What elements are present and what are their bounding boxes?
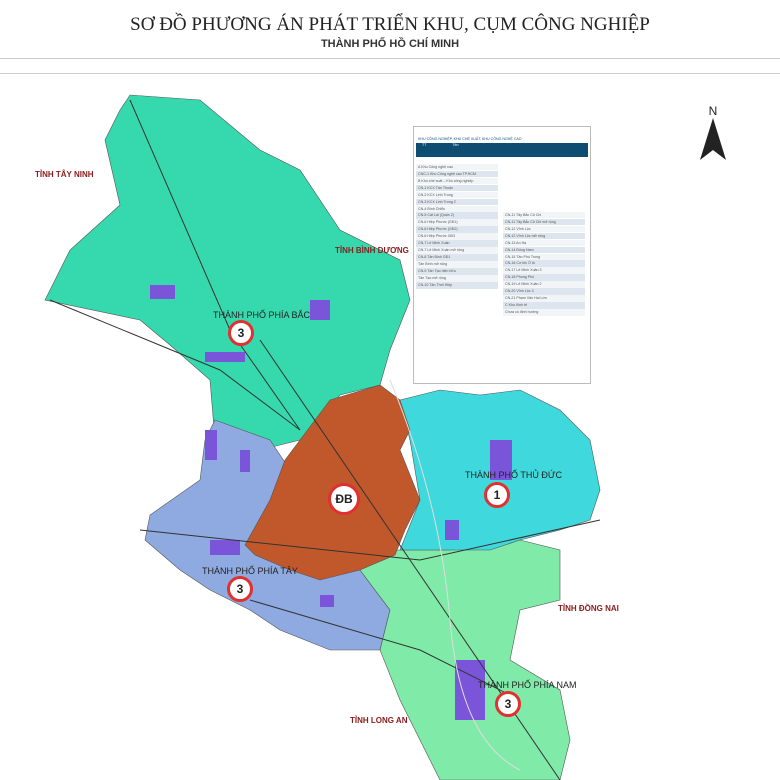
map-title: SƠ ĐỒ PHƯƠNG ÁN PHÁT TRIỂN KHU, CỤM CÔNG… [130, 14, 650, 35]
legend-row: CN-7 Lê Minh Xuân mở rộng [416, 247, 498, 254]
legend-row: Tân Tạo mở rộng [416, 275, 498, 282]
north-arrow-icon [700, 118, 726, 160]
legend-left: A Khu Công nghệ cao CNC-1 Khu Công nghệ c… [416, 163, 498, 289]
legend-header: TT Tên [416, 143, 588, 157]
label-dong-nai: TỈNH ĐỒNG NAI [558, 604, 619, 613]
legend-row: B Khu chế xuất – Khu công nghiệp [416, 177, 498, 184]
badge-south: 3 [495, 691, 521, 717]
legend-row: CN-21 Phạm Văn Hai Lớn [503, 295, 585, 302]
city-south: THÀNH PHỐ PHÍA NAM [478, 680, 577, 690]
legend-row: CN-19 Lê Minh Xuân 2 [503, 281, 585, 288]
legend-row: CN-13 An Hạ [503, 239, 585, 246]
label-binh-duong: TỈNH BÌNH DƯƠNG [335, 246, 409, 255]
legend-row: CN-6 Hiệp Phước GĐ3 [416, 233, 498, 240]
legend-right: CN-11 Tây Bắc Củ Chi CN-11 Tây Bắc Củ Chi… [503, 211, 585, 316]
badge-west: 3 [227, 576, 253, 602]
legend-table: KHU CÔNG NGHIỆP, KHU CHẾ XUẤT, KHU CÔNG … [413, 126, 591, 384]
legend-row: CN-11 Tây Bắc Củ Chi mở rộng [503, 218, 585, 225]
legend-row: CN-4 Bình Chiểu [416, 205, 498, 212]
legend-row: CN-6 Hiệp Phước (GĐ2) [416, 226, 498, 233]
legend-row: CN-14 Đông Nam [503, 246, 585, 253]
legend-row: CN-3 KCX Linh Trung 2 [416, 198, 498, 205]
legend-row: CN-1 KCX Tân Thuận [416, 184, 498, 191]
legend-row: CN-17 Lê Minh Xuân 3 [503, 267, 585, 274]
legend-row: CN-11 Tây Bắc Củ Chi [503, 211, 585, 218]
map-subtitle: THÀNH PHỐ HỒ CHÍ MINH [320, 38, 460, 50]
badge-thu-duc: 1 [484, 482, 510, 508]
rivers [389, 379, 521, 771]
legend-heading: KHU CÔNG NGHIỆP, KHU CHẾ XUẤT, KHU CÔNG … [418, 137, 522, 141]
legend-row: CN-6 Hiệp Phước (GĐ1) [416, 219, 498, 226]
legend-row: Chưa có định hướng [503, 309, 585, 316]
legend-row: A Khu Công nghệ cao [416, 163, 498, 170]
legend-row: CN-16 Cơ khí Ô tô [503, 260, 585, 267]
city-west: THÀNH PHỐ PHÍA TÂY [202, 566, 298, 576]
region-north [44, 94, 411, 451]
legend-row: C Khu Kinh tế [503, 302, 585, 309]
col-tt: TT [422, 143, 427, 147]
legend-row: CN-12 Vĩnh Lộc [503, 225, 585, 232]
col-name: Tên [452, 143, 459, 147]
legend-row: Tân Bình mở rộng [416, 261, 498, 268]
compass-label: N [708, 104, 718, 118]
badge-north: 3 [228, 320, 254, 346]
city-north: THÀNH PHỐ PHÍA BẮC [213, 310, 311, 320]
legend-row: CN-10 Tân Thới Hiệp [416, 282, 498, 289]
label-tay-ninh: TỈNH TÂY NINH [35, 170, 94, 179]
north-arrow: N [700, 104, 726, 163]
legend-row: CN-5 Cát Lái (Quận 2) [416, 212, 498, 219]
label-long-an: TỈNH LONG AN [350, 716, 408, 725]
legend-row: CN-18 Phong Phú [503, 274, 585, 281]
legend-row: CN-20 Vĩnh Lộc 3 [503, 288, 585, 295]
coordinate-frame [0, 58, 780, 74]
legend-row: CN-8 Tân Bình GĐ1 [416, 254, 498, 261]
legend-row: CN-2 KCX Linh Trung [416, 191, 498, 198]
badge-center: ĐB [328, 483, 360, 515]
legend-row: CN-9 Tân Tạo hiện hữu [416, 268, 498, 275]
legend-row: CNC-1 Khu Công nghệ cao TP.HCM [416, 170, 498, 177]
region-center [244, 384, 421, 581]
legend-row: CN-7 Lê Minh Xuân [416, 240, 498, 247]
legend-row: CN-12 Vĩnh Lộc mở rộng [503, 232, 585, 239]
legend-row: CN-15 Tân Phú Trung [503, 253, 585, 260]
city-thu-duc: THÀNH PHỐ THỦ ĐỨC [465, 470, 563, 480]
